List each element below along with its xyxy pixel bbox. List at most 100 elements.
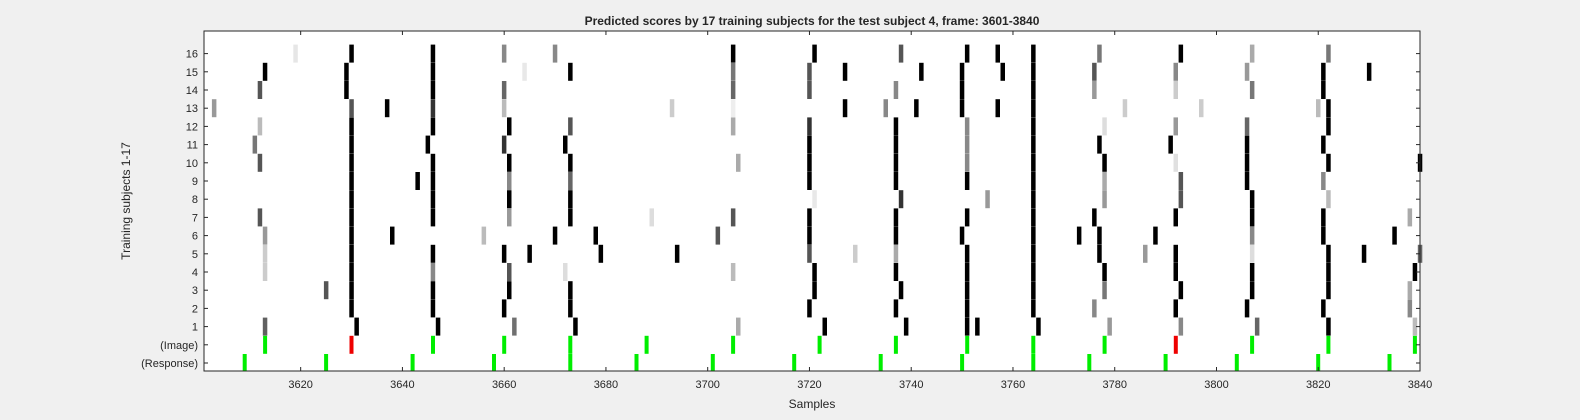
- heatmap-mark: [1392, 226, 1397, 245]
- heatmap-mark: [1249, 81, 1255, 99]
- heatmap-mark: [1254, 317, 1260, 336]
- heatmap-mark: [344, 81, 349, 99]
- heatmap-mark: [1173, 117, 1178, 136]
- heatmap-mark: [1031, 354, 1036, 371]
- heatmap-mark: [730, 263, 736, 281]
- y-tick-label: 8: [192, 194, 198, 206]
- heatmap-mark: [1178, 172, 1184, 190]
- heatmap-mark: [807, 299, 812, 318]
- heatmap-mark: [1173, 263, 1178, 281]
- heatmap-mark: [1036, 317, 1041, 336]
- chart-title: Predicted scores by 17 training subjects…: [585, 14, 1040, 28]
- heatmap-mark: [501, 81, 507, 99]
- heatmap-mark: [430, 99, 436, 118]
- heatmap-mark: [501, 135, 507, 154]
- heatmap-mark: [893, 81, 899, 99]
- y-tick-label: 7: [192, 212, 198, 224]
- heatmap-mark: [1031, 335, 1036, 354]
- heatmap-mark: [1321, 135, 1326, 154]
- heatmap-mark: [563, 135, 568, 154]
- heatmap-mark: [893, 153, 899, 172]
- y-tick-label: 13: [186, 103, 198, 115]
- y-tick-label: (Response): [141, 358, 198, 370]
- heatmap-mark: [1087, 354, 1092, 371]
- heatmap-mark: [1244, 153, 1250, 172]
- heatmap-mark: [893, 299, 899, 318]
- heatmap-mark: [430, 299, 436, 318]
- heatmap-mark: [257, 117, 263, 136]
- heatmap-mark: [807, 117, 812, 136]
- heatmap-mark: [893, 172, 899, 190]
- heatmap-mark: [1163, 354, 1168, 371]
- heatmap-mark: [323, 281, 329, 300]
- heatmap-mark: [507, 153, 512, 172]
- heatmap-mark: [257, 81, 263, 99]
- heatmap-mark: [730, 99, 736, 118]
- heatmap-mark: [1031, 117, 1036, 136]
- y-tick-label: 12: [186, 121, 198, 133]
- heatmap-mark: [1412, 317, 1418, 336]
- heatmap-mark: [507, 190, 512, 209]
- heatmap-mark: [1143, 244, 1148, 263]
- heatmap-mark: [649, 208, 654, 227]
- heatmap-mark: [349, 208, 354, 227]
- heatmap-mark: [481, 226, 487, 245]
- heatmap-mark: [430, 81, 436, 99]
- heatmap-mark: [964, 44, 970, 63]
- heatmap-mark: [507, 263, 512, 281]
- heatmap-mark: [501, 299, 507, 318]
- heatmap-mark: [842, 99, 848, 118]
- heatmap-mark: [1178, 190, 1184, 209]
- heatmap-mark: [822, 317, 827, 336]
- heatmap-mark: [349, 299, 354, 318]
- heatmap-mark: [893, 226, 899, 245]
- heatmap-mark: [1173, 299, 1178, 318]
- heatmap-mark: [878, 354, 883, 371]
- y-tick-label: 3: [192, 285, 198, 297]
- heatmap-mark: [985, 190, 990, 209]
- heatmap-mark: [293, 44, 298, 63]
- x-tick-label: 3620: [288, 379, 312, 391]
- heatmap-mark: [568, 172, 573, 190]
- heatmap-mark: [1321, 226, 1326, 245]
- heatmap-mark: [568, 354, 573, 371]
- heatmap-mark: [730, 62, 736, 81]
- heatmap-mark: [975, 317, 980, 336]
- heatmap-mark: [959, 81, 965, 99]
- heatmap-mark: [1326, 117, 1331, 136]
- heatmap-mark: [812, 44, 817, 63]
- heatmap-mark: [1092, 62, 1097, 81]
- heatmap-mark: [563, 263, 568, 281]
- heatmap-mark: [1178, 317, 1184, 336]
- heatmap-mark: [1321, 62, 1326, 81]
- heatmap-mark: [634, 354, 639, 371]
- heatmap-mark: [1249, 190, 1255, 209]
- heatmap-mark: [344, 62, 349, 81]
- heatmap-mark: [262, 226, 268, 245]
- heatmap-mark: [1102, 117, 1107, 136]
- heatmap-mark: [262, 317, 268, 336]
- heatmap-mark: [1244, 299, 1250, 318]
- heatmap-mark: [1244, 135, 1250, 154]
- heatmap-mark: [573, 317, 578, 336]
- heatmap-mark: [730, 81, 736, 99]
- heatmap-mark: [1321, 208, 1326, 227]
- heatmap-mark: [354, 317, 359, 336]
- x-tick-label: 3640: [390, 379, 414, 391]
- heatmap-mark: [903, 317, 909, 336]
- heatmap-mark: [1122, 99, 1128, 118]
- heatmap-mark: [1092, 208, 1097, 227]
- heatmap-mark: [960, 354, 965, 371]
- heatmap-mark: [507, 208, 512, 227]
- heatmap-mark: [807, 208, 812, 227]
- heatmap-mark: [262, 263, 268, 281]
- heatmap-mark: [731, 335, 736, 354]
- heatmap-mark: [1249, 263, 1255, 281]
- plot-area: [204, 31, 1420, 371]
- heatmap-mark: [1178, 44, 1184, 63]
- heatmap-mark: [1097, 244, 1102, 263]
- heatmap-mark: [349, 226, 354, 245]
- heatmap-mark: [995, 99, 1000, 118]
- heatmap-mark: [674, 244, 680, 263]
- x-tick-label: 3760: [1001, 379, 1025, 391]
